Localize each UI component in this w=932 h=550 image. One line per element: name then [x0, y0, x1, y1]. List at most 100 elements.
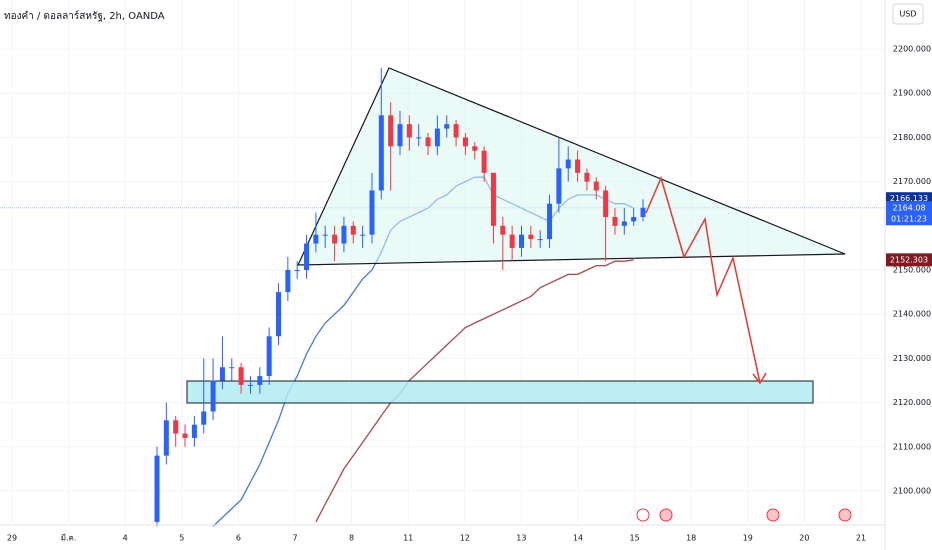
candle-body: [490, 172, 496, 226]
candle-body: [182, 433, 188, 438]
chart-title: ทองคำ / ดอลลาร์สหรัฐ, 2h, OANDA: [4, 10, 165, 22]
countdown: 01:21:23: [891, 214, 927, 223]
candle-body: [509, 234, 515, 248]
x-tick-label: 21: [856, 534, 866, 543]
candle-body: [229, 367, 235, 369]
x-tick-label: 18: [686, 534, 696, 543]
candle-body: [537, 239, 543, 241]
candle-body: [247, 384, 253, 386]
candle-body: [397, 124, 403, 147]
candle-body: [219, 367, 225, 381]
event-icon[interactable]: [659, 508, 673, 522]
candle-body: [201, 411, 207, 425]
x-tick-label: 29: [7, 534, 17, 543]
candle-body: [313, 234, 319, 244]
x-tick-label: 7: [292, 534, 297, 543]
x-tick-label: 11: [403, 534, 413, 543]
candle-body: [210, 380, 216, 412]
x-tick-label: 19: [743, 534, 753, 543]
price-label: 2166.133: [890, 194, 928, 203]
x-tick-label: มี.ค.: [61, 534, 77, 543]
price-label: 2152.303: [890, 255, 928, 264]
candle-body: [528, 234, 534, 240]
x-tick-label: 5: [179, 534, 184, 543]
y-tick-label: 2150.000: [893, 266, 931, 275]
overlay: [154, 68, 646, 527]
candle-body: [434, 128, 440, 147]
candle-body: [369, 190, 375, 235]
x-tick-label: 14: [573, 534, 583, 543]
candle-body: [462, 137, 468, 147]
candle-body: [163, 420, 169, 456]
candle-body: [276, 292, 281, 337]
candle-body: [154, 455, 160, 522]
event-icon[interactable]: [636, 508, 650, 522]
candle-body: [603, 190, 609, 217]
candle-body: [173, 420, 179, 434]
x-tick-label: 4: [123, 534, 128, 543]
y-tick-label: 2110.000: [893, 442, 931, 451]
y-tick-label: 2120.000: [893, 398, 931, 407]
y-tick-label: 2180.000: [893, 133, 931, 142]
candle-body: [500, 225, 506, 235]
x-tick-label: 6: [236, 534, 241, 543]
candle-body: [631, 216, 637, 222]
candle-body: [593, 181, 599, 191]
moving-average: [315, 259, 634, 523]
x-tick-label: 13: [516, 534, 526, 543]
candle-body: [406, 124, 412, 138]
y-tick-label: 2200.000: [893, 45, 931, 54]
candle-body: [575, 159, 581, 173]
candle-body: [322, 234, 328, 236]
candle-body: [547, 203, 553, 240]
price-label-box: [886, 253, 932, 267]
y-tick-label: 2170.000: [893, 177, 931, 186]
x-tick-label: 20: [799, 534, 809, 543]
candle-body: [621, 221, 627, 226]
candle-body: [191, 424, 197, 438]
candle-body: [378, 115, 384, 191]
candle-body: [481, 150, 487, 173]
projection-arrow: [752, 372, 767, 385]
y-tick-label: 2140.000: [893, 310, 931, 319]
candle-body: [556, 168, 562, 204]
candle-body: [257, 376, 263, 385]
candle-body: [341, 225, 347, 244]
candle-body: [285, 270, 291, 293]
event-icon[interactable]: [766, 508, 780, 522]
currency-button[interactable]: [892, 3, 924, 25]
y-tick-label: 2130.000: [893, 354, 931, 363]
candle-body: [304, 243, 310, 271]
candle-body: [360, 234, 366, 236]
candle-body: [416, 137, 422, 139]
projection-path: [645, 175, 761, 384]
candle-body: [565, 159, 571, 169]
candle-body: [388, 115, 394, 147]
candle-body: [612, 216, 618, 226]
candle-body: [519, 234, 524, 248]
currency: USD: [899, 10, 916, 19]
candle-body: [472, 146, 478, 151]
triangle-drawing: [297, 67, 846, 266]
candle-body: [640, 207, 646, 217]
y-tick-label: 2190.000: [893, 89, 931, 98]
x-tick-label: 12: [460, 534, 470, 543]
x-tick-label: 8: [349, 534, 354, 543]
candle-body: [294, 270, 300, 272]
price-label-box: [886, 201, 932, 226]
candle-body: [350, 225, 356, 235]
event-icon[interactable]: [838, 508, 852, 522]
candle-body: [444, 124, 450, 129]
candle-body: [238, 367, 244, 385]
candle-body: [453, 124, 459, 138]
candle-body: [425, 137, 431, 147]
price-label: 2164.08: [892, 203, 925, 212]
target-zone: [186, 380, 814, 404]
candle-body: [266, 336, 272, 377]
candle-body: [332, 234, 338, 244]
y-tick-label: 2100.000: [893, 486, 931, 495]
x-tick-label: 15: [630, 534, 640, 543]
candle-body: [584, 172, 590, 182]
